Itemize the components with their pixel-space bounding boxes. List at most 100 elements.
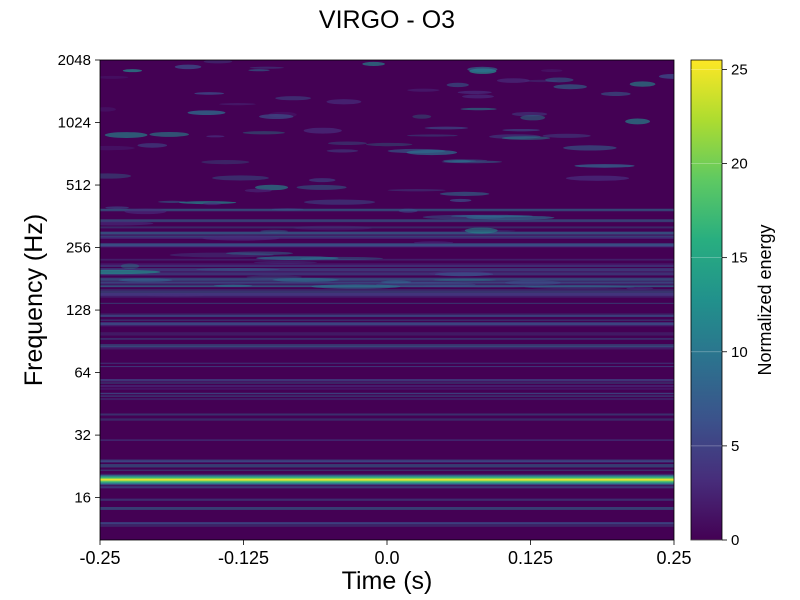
colorbar-tick-label: 20 bbox=[731, 156, 748, 173]
noise-blob bbox=[196, 267, 280, 271]
noise-band bbox=[100, 498, 674, 500]
noise-band bbox=[100, 344, 674, 347]
noise-band bbox=[100, 231, 674, 235]
noise-blob bbox=[406, 134, 458, 137]
noise-blob bbox=[275, 96, 311, 101]
noise-blob bbox=[496, 78, 530, 83]
noise-blob bbox=[626, 287, 654, 290]
noise-blob bbox=[502, 128, 540, 132]
noise-blob bbox=[120, 263, 140, 269]
noise-band bbox=[100, 362, 674, 364]
y-tick-label: 128 bbox=[66, 302, 91, 319]
noise-blob bbox=[202, 235, 280, 241]
noise-band bbox=[100, 219, 674, 223]
x-tick-label: -0.125 bbox=[218, 548, 269, 568]
noise-band bbox=[100, 499, 674, 501]
noise-blob bbox=[489, 134, 541, 140]
noise-blob bbox=[244, 188, 272, 193]
noise-blob bbox=[451, 159, 477, 163]
noise-blob bbox=[365, 142, 413, 147]
colorbar-tick-label: 25 bbox=[731, 61, 748, 78]
noise-blob bbox=[442, 159, 488, 162]
noise-blob bbox=[433, 278, 497, 282]
noise-blob bbox=[203, 60, 233, 64]
noise-blob bbox=[246, 275, 302, 279]
signal-features bbox=[100, 472, 674, 525]
noise-blob bbox=[174, 64, 202, 70]
noise-blob bbox=[157, 200, 187, 203]
noise-blob bbox=[413, 241, 454, 245]
noise-blob bbox=[212, 175, 269, 181]
noise-blob bbox=[100, 221, 154, 226]
noise-blob bbox=[457, 90, 492, 94]
noise-band bbox=[100, 507, 674, 510]
noise-blob bbox=[225, 251, 294, 256]
noise-blob bbox=[464, 227, 498, 234]
noise-band bbox=[100, 395, 674, 397]
noise-blob bbox=[260, 229, 288, 233]
noise-blob bbox=[565, 175, 630, 181]
noise-band bbox=[100, 209, 674, 212]
noise-blob bbox=[424, 126, 469, 130]
noise-blob bbox=[259, 114, 294, 120]
colorbar-gradient bbox=[690, 59, 723, 541]
noise-texture bbox=[100, 60, 674, 527]
noise-blob bbox=[449, 198, 472, 202]
noise-band bbox=[100, 418, 674, 421]
noise-band bbox=[100, 459, 674, 463]
noise-band bbox=[100, 385, 674, 388]
colorbar-label: Normalized energy bbox=[755, 224, 775, 375]
noise-blob bbox=[524, 285, 635, 289]
noise-band bbox=[100, 523, 674, 527]
colorbar-tick-label: 0 bbox=[731, 532, 739, 549]
noise-blob bbox=[213, 284, 253, 287]
noise-band bbox=[100, 498, 674, 501]
noise-blob bbox=[443, 159, 471, 163]
noise-blob bbox=[326, 149, 359, 153]
noise-band bbox=[100, 243, 674, 246]
noise-blob bbox=[422, 214, 505, 220]
noise-band bbox=[100, 378, 674, 382]
noise-blob bbox=[124, 208, 167, 215]
noise-band bbox=[100, 392, 674, 395]
y-tick-label: 256 bbox=[66, 240, 91, 257]
noise-blob bbox=[144, 294, 207, 297]
noise-band bbox=[100, 302, 674, 304]
y-tick-label: 512 bbox=[66, 177, 91, 194]
noise-blob bbox=[326, 99, 362, 105]
x-tick-label: 0.0 bbox=[374, 548, 399, 568]
noise-band bbox=[100, 332, 674, 336]
noise-blob bbox=[242, 131, 285, 135]
signal-band bbox=[100, 472, 674, 487]
chart-title: VIRGO - O3 bbox=[319, 6, 455, 34]
noise-band bbox=[100, 258, 674, 261]
colorbar-tick-label: 15 bbox=[731, 250, 748, 267]
noise-blob bbox=[441, 160, 503, 164]
noise-blob bbox=[462, 94, 494, 99]
noise-blob bbox=[300, 256, 384, 261]
colorbar: 0 5 10 15 20 25 Normalized energy bbox=[690, 59, 775, 549]
noise-blob bbox=[574, 164, 635, 168]
noise-blob bbox=[541, 69, 563, 73]
noise-band bbox=[100, 319, 674, 321]
x-tick-label: -0.25 bbox=[79, 548, 120, 568]
noise-band bbox=[100, 439, 674, 441]
noise-blob bbox=[362, 61, 385, 67]
noise-blob bbox=[311, 284, 401, 289]
noise-band bbox=[100, 291, 674, 293]
noise-band bbox=[100, 235, 674, 239]
noise-blob bbox=[563, 145, 617, 151]
noise-blob bbox=[137, 143, 168, 148]
noise-blob bbox=[545, 77, 574, 83]
noise-blob bbox=[256, 256, 339, 260]
noise-band bbox=[100, 346, 674, 349]
noise-blob bbox=[308, 178, 336, 183]
noise-blob bbox=[511, 111, 548, 117]
noise-blob bbox=[100, 269, 161, 275]
noise-band bbox=[100, 231, 674, 235]
noise-blob bbox=[271, 208, 304, 211]
noise-band bbox=[100, 236, 674, 240]
noise-blob bbox=[272, 277, 340, 282]
noise-band bbox=[100, 398, 674, 401]
